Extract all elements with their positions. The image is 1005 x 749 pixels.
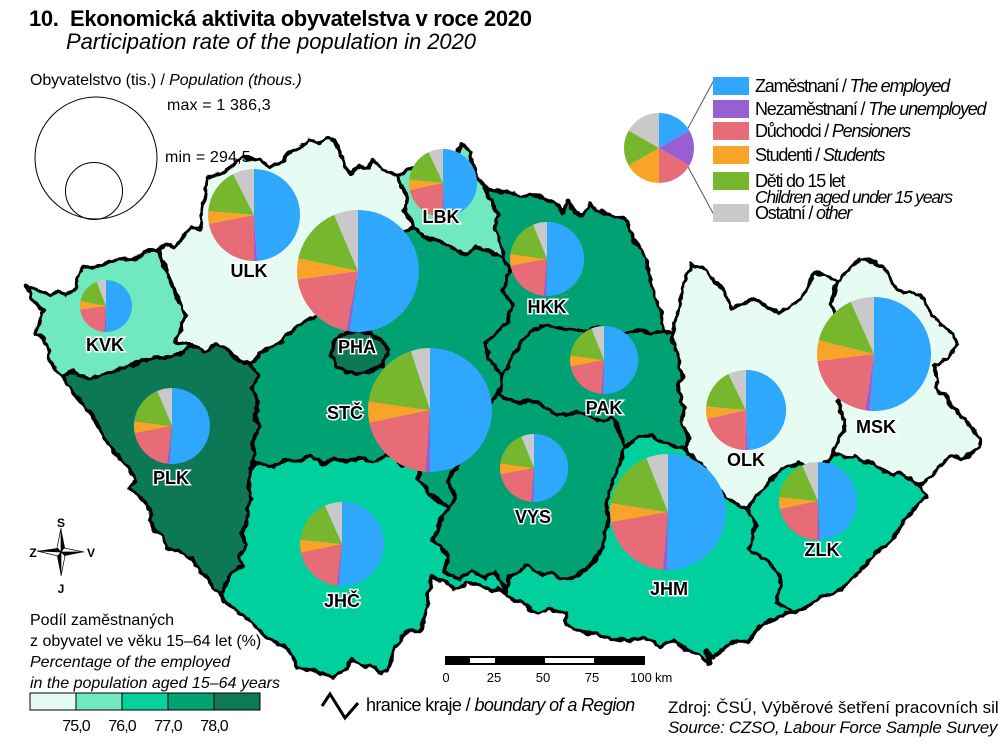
svg-text:km: km <box>655 670 672 685</box>
svg-text:Podíl zaměstnaných: Podíl zaměstnaných <box>30 612 174 629</box>
svg-text:Z: Z <box>29 546 36 560</box>
svg-text:78,0: 78,0 <box>200 718 229 735</box>
svg-text:50: 50 <box>536 670 550 685</box>
svg-text:PLK: PLK <box>153 468 189 488</box>
svg-text:76,0: 76,0 <box>108 718 137 735</box>
svg-text:Obyvatelstvo (tis.) / Populati: Obyvatelstvo (tis.) / Population (thous.… <box>30 72 302 89</box>
svg-text:OLK: OLK <box>727 450 765 470</box>
svg-text:25: 25 <box>487 670 501 685</box>
svg-text:PHA: PHA <box>338 337 376 357</box>
svg-text:z obyvatel ve věku 15–64 let (: z obyvatel ve věku 15–64 let (%) <box>30 633 261 650</box>
svg-text:hranice kraje / boundary of a: hranice kraje / boundary of a Region <box>366 695 635 715</box>
svg-text:0: 0 <box>442 670 449 685</box>
svg-text:V: V <box>87 546 95 560</box>
svg-text:Source: CZSO, Labour Force Sam: Source: CZSO, Labour Force Sample Survey <box>668 718 999 737</box>
svg-text:STČ: STČ <box>327 402 363 423</box>
svg-text:max = 1 386,3: max = 1 386,3 <box>167 97 271 114</box>
svg-text:HKK: HKK <box>528 297 567 317</box>
svg-text:77,0: 77,0 <box>154 718 183 735</box>
svg-text:100: 100 <box>630 670 652 685</box>
svg-text:JHČ: JHČ <box>324 590 360 611</box>
svg-text:75,0: 75,0 <box>62 718 91 735</box>
svg-text:ULK: ULK <box>231 261 268 281</box>
svg-text:Children aged under 15 years: Children aged under 15 years <box>755 187 953 207</box>
svg-text:S: S <box>57 516 65 530</box>
svg-text:Nezaměstnaní / The unemployed: Nezaměstnaní / The unemployed <box>755 99 988 119</box>
svg-text:Zdroj: ČSÚ, Výběrové šetření p: Zdroj: ČSÚ, Výběrové šetření pracovních … <box>668 698 999 717</box>
svg-text:J: J <box>58 582 65 596</box>
svg-text:VYS: VYS <box>515 507 551 527</box>
svg-text:KVK: KVK <box>86 335 124 355</box>
svg-text:Ostatní / other: Ostatní / other <box>755 203 853 223</box>
svg-text:PAK: PAK <box>586 398 623 418</box>
svg-text:in the population aged 15–64 y: in the population aged 15–64 years <box>30 675 280 692</box>
svg-text:10. Ekonomická aktivita obyva: 10. Ekonomická aktivita obyvatelstva v r… <box>29 6 532 31</box>
svg-text:ZLK: ZLK <box>805 540 840 560</box>
svg-text:Percentage of the employed: Percentage of the employed <box>30 654 231 671</box>
svg-text:LBK: LBK <box>423 207 460 227</box>
svg-text:Studenti / Students: Studenti / Students <box>755 145 886 165</box>
svg-text:Děti do 15 let: Děti do 15 let <box>755 171 845 191</box>
svg-text:min = 294,5: min = 294,5 <box>165 149 251 166</box>
svg-text:Důchodci / Pensioners: Důchodci / Pensioners <box>755 121 911 141</box>
svg-text:MSK: MSK <box>856 417 896 437</box>
svg-text:Participation rate of the popu: Participation rate of the population in … <box>66 29 477 54</box>
svg-text:JHM: JHM <box>650 579 688 599</box>
svg-text:Zaměstnaní / The employed: Zaměstnaní / The employed <box>755 76 951 96</box>
svg-text:75: 75 <box>585 670 599 685</box>
